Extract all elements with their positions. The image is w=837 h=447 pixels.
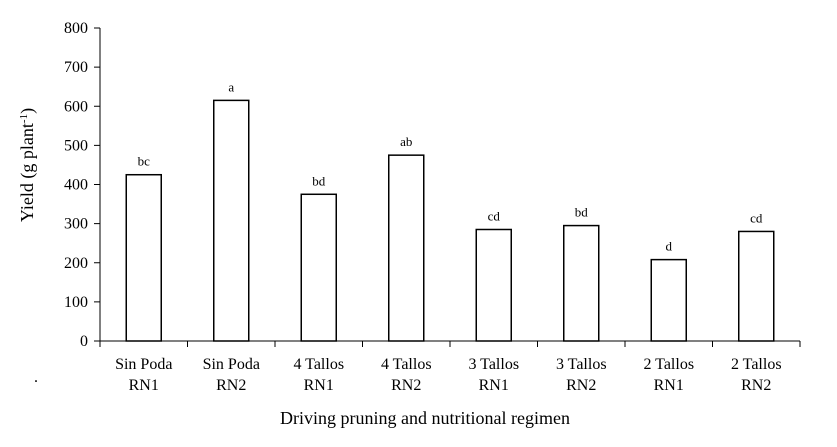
x-tick-label-line1: 4 Tallos bbox=[381, 356, 432, 373]
x-tick-label-line2: RN1 bbox=[479, 377, 509, 394]
bars: bc a bd ab cd bd d cd bbox=[125, 79, 775, 342]
x-tick-label-line1: Sin Poda bbox=[203, 356, 260, 373]
y-tick-label: 500 bbox=[64, 137, 88, 154]
x-tick-label-line2: RN1 bbox=[654, 377, 684, 394]
x-tick-label-line2: RN2 bbox=[741, 377, 771, 394]
y-tick-label: 400 bbox=[64, 177, 88, 194]
x-tick-label-line1: 3 Tallos bbox=[468, 356, 519, 373]
x-tick-label-line1: 4 Tallos bbox=[293, 356, 344, 373]
y-axis-title: Yield (g plant-1) bbox=[17, 108, 38, 222]
y-axis-title-close: ) bbox=[17, 108, 38, 114]
bar-significance-letter: d bbox=[666, 239, 673, 254]
bar-significance-letter: bc bbox=[138, 154, 151, 169]
bar bbox=[388, 154, 425, 342]
x-tick-label-line2: RN1 bbox=[129, 377, 159, 394]
x-axis-title: Driving pruning and nutritional regimen bbox=[280, 408, 570, 428]
y-axis-title-superscript: -1 bbox=[18, 114, 30, 123]
x-tick-label-line1: 2 Tallos bbox=[643, 356, 694, 373]
bar bbox=[563, 224, 600, 342]
y-tick-label: 300 bbox=[64, 216, 88, 233]
x-tick-label-line2: RN2 bbox=[391, 377, 421, 394]
bar-significance-letter: cd bbox=[488, 208, 501, 223]
bar-significance-letter: ab bbox=[400, 134, 412, 149]
bar bbox=[475, 228, 512, 342]
bar-significance-letter: bd bbox=[575, 205, 589, 220]
x-tick-label-line2: RN1 bbox=[304, 377, 334, 394]
y-tick-label: 700 bbox=[64, 59, 88, 76]
y-tick-label: 600 bbox=[64, 98, 88, 115]
x-tick-label-line1: Sin Poda bbox=[115, 356, 172, 373]
bar bbox=[300, 193, 337, 342]
x-tick-label-line1: 3 Tallos bbox=[556, 356, 607, 373]
bar-significance-letter: a bbox=[228, 79, 234, 94]
y-axis-title-base: Yield (g plant bbox=[17, 123, 38, 222]
y-tick-label: 200 bbox=[64, 255, 88, 272]
x-tick-label-line2: RN2 bbox=[216, 377, 246, 394]
bar-significance-letter: cd bbox=[750, 210, 763, 225]
bar bbox=[125, 173, 162, 342]
y-tick-label: 800 bbox=[64, 20, 88, 37]
y-tick-label: 0 bbox=[80, 333, 88, 350]
y-axis: 0 100 200 300 400 500 600 700 800 bbox=[64, 20, 101, 350]
bar bbox=[650, 258, 687, 342]
x-axis: Sin Poda RN1 Sin Poda RN2 4 Tallos RN1 4 Tallo… bbox=[99, 340, 801, 394]
x-tick-label-line1: 2 Tallos bbox=[731, 356, 782, 373]
bar-significance-letter: bd bbox=[312, 173, 326, 188]
x-tick-label-line2: RN2 bbox=[566, 377, 596, 394]
bar bbox=[738, 230, 775, 342]
y-tick-label: 100 bbox=[64, 294, 88, 311]
bar bbox=[213, 99, 250, 342]
stray-dot: . bbox=[34, 369, 38, 386]
